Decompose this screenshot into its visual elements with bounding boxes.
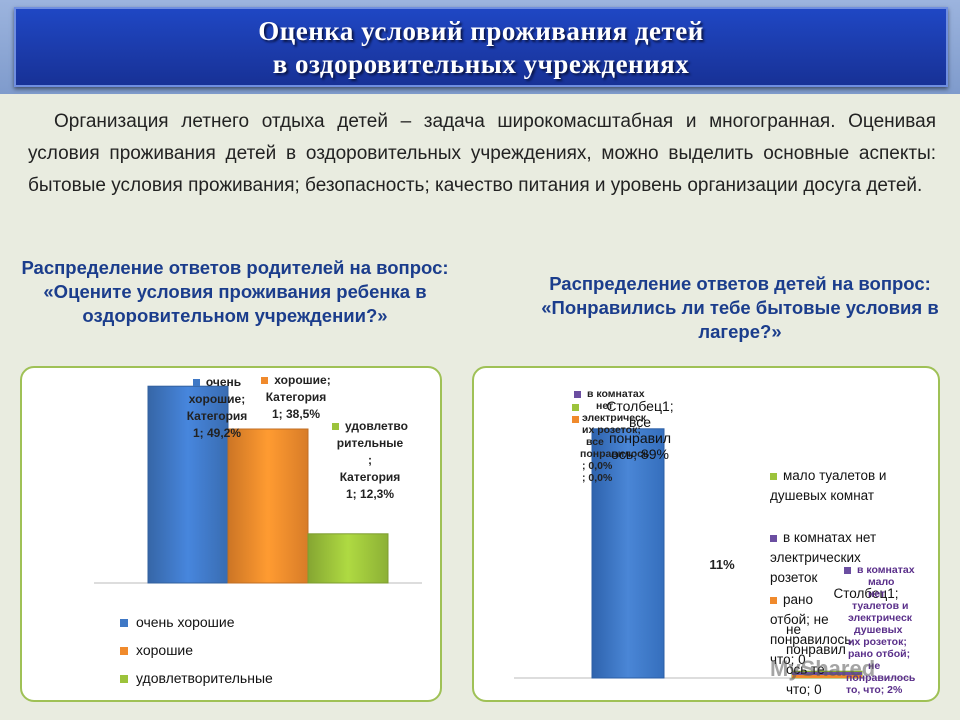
label-very-good-l4: 1; 49,2% [192,426,242,440]
left-bar-удовлетворительные [307,533,389,584]
right-question-title: Распределение ответов детей на вопрос: «… [541,273,939,342]
good-marker [261,377,269,385]
top-stack-l7: ; 0,0% [582,460,613,472]
top-stack-labels: в комнатах нет электрическ их розеток; в… [574,388,660,484]
left-chart-panel: очень хорошие; Категория 1; 49,2% хороши… [20,366,442,702]
legend-very-good-swatch [120,619,128,628]
middle-stack-labels: в комнатах мало нет туалетов и электриче… [844,564,924,696]
top-stack-markers [572,401,582,425]
mid-stack-l11: то, что; 2% [846,684,903,696]
right-chart-panel: в комнатах нет электрическ их розеток; в… [472,366,940,702]
right-legend-text-3: рано отбой; не понравилось, что; 0 [770,592,856,667]
center-label-l1: Столбец1; [606,398,674,414]
label-sat-l4: Категория [339,470,401,484]
mid-stack-l4: туалетов и [852,600,909,612]
top-stack-l8: ; 0,0% [582,472,613,484]
right-bar-all-liked [591,428,665,679]
label-very-good-l1: очень [205,375,242,389]
label-good-l3: 1; 38,5% [271,407,321,421]
mid-stack-l8: рано отбой; [848,648,911,660]
mid-stack-l7: их розеток; [848,636,907,648]
label-very-good-l2: хорошие; [188,392,246,406]
mid-stack-l9: не [868,660,881,672]
right-legend-swatch-green [770,472,777,480]
top-stack-l4: их розеток; [582,424,641,436]
right-legend-item-2: в комнатах нет электрических розеток [770,528,890,588]
label-11-percent: 11% [709,557,735,572]
top-stack-l3: электрическ [582,412,647,424]
legend-good: хорошие [120,642,193,658]
center-column-label: Столбец1; все понравил ось; 89% [590,398,690,462]
right-legend-swatch-orange [770,596,777,604]
top-stack-marker-purple [574,390,581,398]
top-stack-l5: все [586,436,604,448]
label-good-l1: хорошие; [274,373,331,387]
label-good: хорошие; Категория 1; 38,5% [254,372,338,423]
top-stack-l2: нет [596,400,614,412]
top-stack-marker-green [572,403,579,411]
right-bar-early-lights-out [792,675,862,678]
label-very-good-l3: Категория [186,409,248,423]
mid-stack-l5: электрическ [848,612,913,624]
title-box: Оценка условий проживания детей в оздоро… [14,7,948,87]
left-bar-хорошие [227,428,309,584]
mid-stack-l6: душевых [854,624,903,636]
mid-stack-l2: мало [868,576,895,588]
very-good-marker [192,379,200,387]
bottom-overlap-l4: что; 0 [786,682,822,697]
right-bar-no-sockets [792,672,862,675]
bottom-overlap-l1: не [786,622,801,637]
title-line-2: в оздоровительных учреждениях [272,49,690,79]
overlap-col-l1: Столбец1; [833,586,899,601]
left-bar-chart [94,385,422,584]
right-legend-text-1: мало туалетов и душевых комнат [770,468,887,503]
overlap-column-label: Столбец1; [826,586,906,602]
satisfactory-marker [332,423,340,431]
label-good-l2: Категория [265,390,327,404]
legend-very-good: очень хорошие [120,614,235,630]
middle-stack-marker [844,566,851,574]
watermark: MyShared [770,656,876,681]
legend-satisfactory-text: удовлетворительные [136,670,273,686]
bottom-overlap-l2: понравил [786,642,846,657]
center-label-l2: все [628,414,652,430]
mid-stack-l3: нет [868,588,886,600]
mid-stack-l1: в комнатах [857,564,915,576]
mid-stack-l10: понравилось [846,672,916,684]
title-banner: Оценка условий проживания детей в оздоро… [0,0,960,94]
label-sat-l1: удовлетво [345,419,408,433]
right-bar-chart [514,428,914,679]
legend-good-text: хорошие [136,642,194,658]
top-stack-l1: в комнатах [587,388,645,400]
top-stack-l6: понравилось [580,448,650,460]
legend-good-swatch [120,647,128,656]
left-question-title: Распределение ответов родителей на вопро… [21,257,449,326]
right-legend-item-3: рано отбой; не понравилось, что; 0 [770,590,855,670]
intro-paragraph: Организация летнего отдыха детей – задач… [28,111,936,196]
right-legend-item-1: мало туалетов и душевых комнат [770,466,920,506]
label-sat-l2: рительные [336,436,404,450]
center-label-l3: понравил [608,430,672,446]
label-satisfactory: удовлетво рительные ; Категория 1; 12,3% [325,418,415,503]
right-legend-swatch-purple [770,534,777,542]
legend-satisfactory-swatch [120,675,128,684]
legend-satisfactory: удовлетворительные [120,670,273,686]
label-sat-l5: 1; 12,3% [345,487,395,501]
top-stack-marker-orange [572,415,579,423]
center-label-l4: ось; 89% [611,446,669,462]
label-very-good: очень хорошие; Категория 1; 49,2% [177,374,257,442]
legend-very-good-text: очень хорошие [136,614,235,630]
bottom-overlap-label: не понравил ось те что; 0 [786,620,856,700]
right-legend-text-2: в комнатах нет электрических розеток [770,530,877,585]
bottom-overlap-l3: ось те [786,662,825,677]
title-line-1: Оценка условий проживания детей [258,16,704,46]
left-bar-очень-хорошие [147,385,229,584]
label-sat-l3: ; [368,453,372,467]
